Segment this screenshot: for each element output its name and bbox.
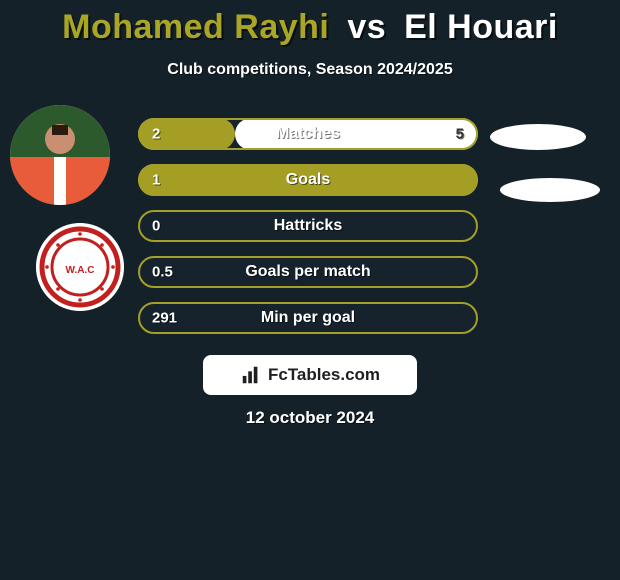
side-pill	[490, 124, 586, 150]
player2-name: El Houari	[404, 8, 558, 46]
stat-label: Matches	[138, 125, 478, 143]
player1-name: Mohamed Rayhi	[62, 8, 329, 46]
player1-avatar-svg	[10, 105, 110, 205]
vs-word: vs	[347, 8, 386, 46]
stat-label: Goals	[138, 171, 478, 189]
watermark: FcTables.com	[203, 355, 417, 395]
stat-label: Goals per match	[138, 263, 478, 281]
player2-avatar-svg: W.A.C	[36, 223, 124, 311]
player1-avatar	[10, 105, 110, 205]
svg-text:W.A.C: W.A.C	[66, 265, 95, 276]
stat-row: 0Hattricks	[138, 210, 478, 242]
stat-row: 291Min per goal	[138, 302, 478, 334]
stat-row: 25Matches	[138, 118, 478, 150]
page-title: Mohamed Rayhi vs El Houari	[0, 0, 620, 47]
stat-row: 0.5Goals per match	[138, 256, 478, 288]
subtitle: Club competitions, Season 2024/2025	[0, 61, 620, 79]
bar-chart-icon	[240, 364, 262, 386]
stat-label: Min per goal	[138, 309, 478, 327]
stat-bars: 25Matches 1Goals 0Hattricks 0.5Goals per ma…	[138, 118, 478, 348]
avatar-column: W.A.C	[10, 105, 120, 329]
date-label: 12 october 2024	[0, 408, 620, 428]
side-pill	[500, 178, 600, 202]
watermark-text: FcTables.com	[268, 365, 380, 385]
stat-row: 1Goals	[138, 164, 478, 196]
stat-label: Hattricks	[138, 217, 478, 235]
player2-avatar: W.A.C	[36, 223, 124, 311]
